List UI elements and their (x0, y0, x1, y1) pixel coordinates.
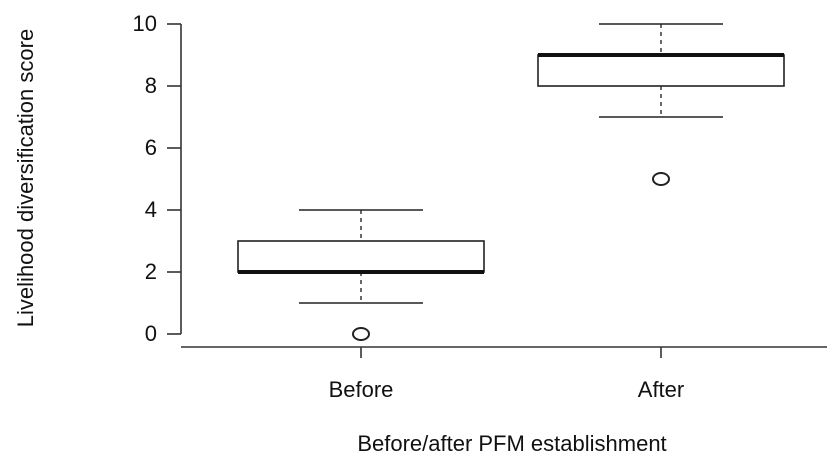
box-iqr (537, 54, 785, 87)
outlier-point (652, 172, 670, 186)
x-tick-label: Before (329, 377, 394, 402)
outlier-point (352, 327, 370, 341)
y-tick-label: 10 (133, 11, 157, 36)
y-tick-label: 0 (145, 321, 157, 346)
x-tick-label: After (638, 377, 684, 402)
y-tick-label: 4 (145, 197, 157, 222)
y-tick-label: 8 (145, 73, 157, 98)
x-axis-title: Before/after PFM establishment (357, 431, 666, 456)
y-tick-label: 6 (145, 135, 157, 160)
y-axis-title: Livelihood diversification score (13, 29, 38, 327)
box-iqr (237, 240, 485, 273)
plot-layer: 0 2 4 6 8 10 Before After (133, 11, 827, 402)
y-tick-label: 2 (145, 259, 157, 284)
